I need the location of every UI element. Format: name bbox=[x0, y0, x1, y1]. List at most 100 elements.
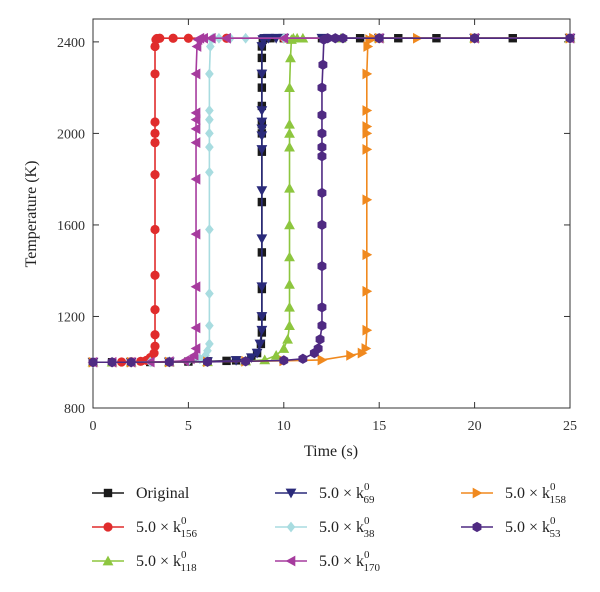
data-point bbox=[150, 341, 160, 351]
series-6 bbox=[88, 32, 576, 368]
data-point bbox=[179, 355, 189, 367]
legend-label: 5.0 × k0 69 bbox=[319, 481, 375, 506]
legend-label-sub: 170 bbox=[364, 562, 381, 574]
data-point bbox=[150, 128, 160, 139]
legend-entry: 5.0 × k0 38 bbox=[275, 515, 375, 540]
data-point bbox=[284, 141, 295, 152]
legend-marker bbox=[286, 521, 296, 533]
data-point bbox=[256, 117, 268, 128]
data-point bbox=[317, 219, 327, 231]
x-axis-title: Time (s) bbox=[304, 443, 358, 460]
data-point bbox=[205, 288, 214, 299]
data-point bbox=[221, 32, 231, 44]
legend-marker bbox=[102, 555, 114, 566]
series-3 bbox=[87, 33, 576, 368]
legend-label-sup: 0 bbox=[364, 549, 370, 561]
data-point bbox=[317, 320, 327, 331]
series-0 bbox=[88, 34, 575, 367]
y-tick-label: 2400 bbox=[57, 36, 85, 51]
legend-label-main: 5.0 × k bbox=[136, 519, 181, 536]
data-point bbox=[150, 305, 160, 315]
plot-frame bbox=[92, 18, 571, 409]
data-point bbox=[205, 68, 214, 80]
data-point bbox=[150, 224, 160, 235]
legend-marker bbox=[103, 488, 113, 498]
series-1 bbox=[88, 33, 575, 367]
data-point bbox=[362, 121, 373, 132]
series-line bbox=[93, 37, 570, 364]
data-point bbox=[317, 354, 328, 366]
legend-entry: 5.0 × k0 170 bbox=[275, 549, 381, 574]
data-point bbox=[150, 69, 160, 79]
legend-label-main: 5.0 × k bbox=[505, 519, 550, 536]
data-point bbox=[284, 82, 295, 92]
x-tick-label: 0 bbox=[90, 419, 97, 434]
data-point bbox=[251, 348, 263, 359]
data-point bbox=[256, 69, 268, 80]
data-point bbox=[256, 282, 268, 293]
y-axis: 800 1200 1600 2000 2400 bbox=[57, 36, 570, 417]
data-point bbox=[205, 338, 214, 350]
data-point bbox=[149, 348, 159, 358]
data-point bbox=[150, 137, 160, 148]
legend-label: Original bbox=[136, 485, 190, 502]
data-point bbox=[241, 356, 251, 367]
series-5 bbox=[87, 32, 575, 368]
legend-label: 5.0 × k0 53 bbox=[505, 515, 561, 540]
legend-label-sup: 0 bbox=[550, 515, 556, 527]
series-2 bbox=[87, 32, 576, 367]
data-point bbox=[317, 82, 327, 93]
data-point bbox=[298, 353, 308, 364]
plot-series bbox=[87, 32, 576, 368]
data-point bbox=[256, 124, 268, 135]
data-point bbox=[279, 355, 289, 366]
data-point bbox=[284, 118, 295, 129]
data-point bbox=[256, 312, 268, 322]
legend-entry: 5.0 × k0 156 bbox=[92, 515, 198, 540]
data-point bbox=[282, 333, 294, 344]
legend-label-sub: 158 bbox=[550, 494, 567, 506]
legend-label-sub: 69 bbox=[364, 494, 376, 506]
data-point bbox=[190, 114, 201, 126]
data-point bbox=[284, 279, 295, 289]
data-point bbox=[284, 219, 295, 230]
series-line bbox=[93, 37, 570, 364]
legend-label: 5.0 × k0 170 bbox=[319, 549, 381, 574]
series-line bbox=[93, 37, 570, 364]
data-point bbox=[374, 33, 384, 44]
data-point bbox=[198, 32, 208, 44]
data-point bbox=[256, 131, 268, 142]
data-point bbox=[164, 356, 174, 368]
data-point bbox=[317, 260, 327, 272]
legend-label: 5.0 × k0 38 bbox=[319, 515, 375, 540]
data-point bbox=[254, 339, 266, 350]
data-point bbox=[362, 194, 373, 206]
data-point bbox=[284, 128, 295, 138]
data-point bbox=[362, 324, 373, 336]
data-point bbox=[565, 33, 575, 44]
data-point bbox=[278, 32, 289, 44]
data-point bbox=[361, 343, 372, 354]
series-line bbox=[93, 37, 570, 364]
legend-marker bbox=[472, 521, 482, 533]
legend-label-main: 5.0 × k bbox=[319, 519, 364, 536]
data-point bbox=[150, 41, 160, 52]
data-point bbox=[317, 302, 327, 313]
data-point bbox=[205, 141, 214, 153]
y-tick-label: 1200 bbox=[57, 310, 85, 325]
legend-label-main: 5.0 × k bbox=[319, 553, 364, 570]
data-point bbox=[155, 33, 165, 43]
legend-label-sup: 0 bbox=[364, 515, 370, 527]
x-axis: 0 5 10 15 20 25 bbox=[90, 19, 577, 434]
x-tick-label: 5 bbox=[185, 419, 192, 434]
x-tick-label: 10 bbox=[277, 419, 291, 434]
data-point bbox=[362, 105, 373, 116]
data-point bbox=[317, 109, 327, 121]
legend-label-main: 5.0 × k bbox=[505, 485, 550, 502]
legend-entry: 5.0 × k0 118 bbox=[92, 549, 197, 574]
data-point bbox=[205, 166, 214, 178]
legend-label-sub: 53 bbox=[550, 528, 562, 540]
series-4 bbox=[88, 32, 575, 368]
data-point bbox=[284, 251, 295, 262]
data-point bbox=[362, 144, 373, 155]
